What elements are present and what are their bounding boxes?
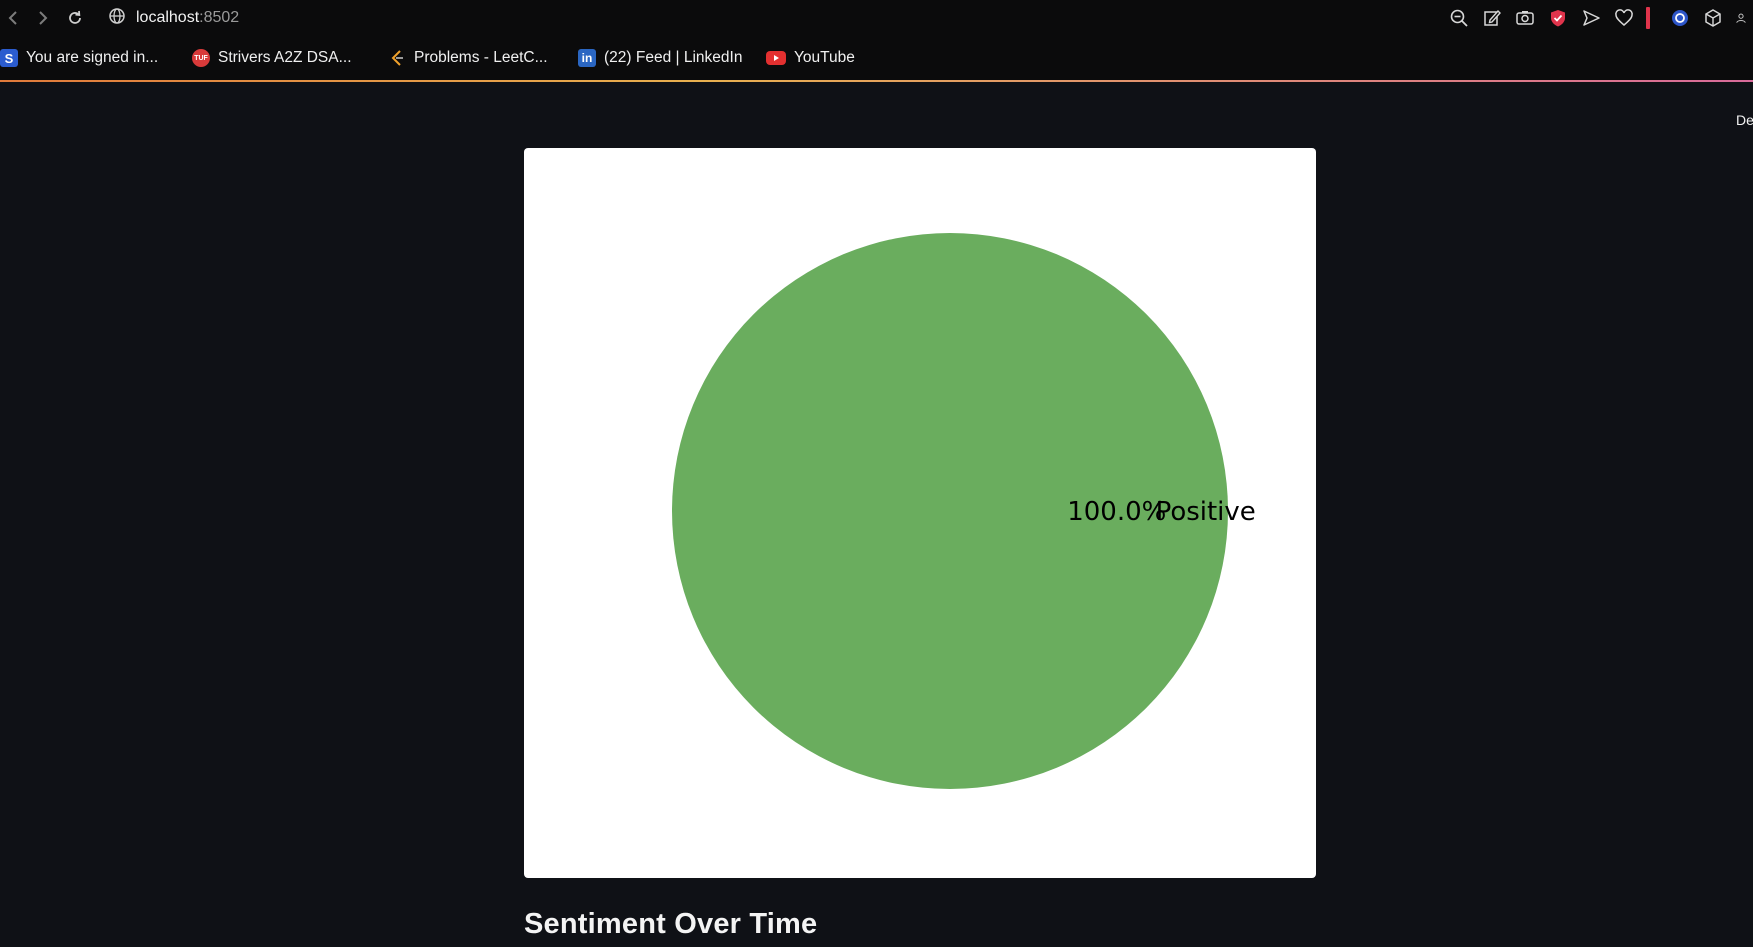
bookmark-linkedin[interactable]: in (22) Feed | LinkedIn (578, 46, 742, 70)
globe-icon (108, 7, 126, 30)
bookmarks-bar: S You are signed in... TUF Strivers A2Z … (0, 36, 1753, 82)
url-host: localhost (136, 9, 200, 26)
bookmark-label: Problems - LeetC... (414, 49, 548, 66)
bookmark-label: (22) Feed | LinkedIn (604, 49, 743, 66)
extension-icon[interactable] (1669, 7, 1691, 29)
section-title: Sentiment Over Time (524, 908, 818, 940)
edit-icon[interactable] (1481, 7, 1503, 29)
browser-toolbar: localhost:8502 (0, 0, 1753, 36)
s-icon: S (0, 49, 18, 67)
bookmark-leetcode[interactable]: Problems - LeetC... (388, 46, 548, 70)
bookmark-label: You are signed in... (26, 49, 159, 66)
heart-icon[interactable] (1613, 7, 1635, 29)
pie-percent-label: 100.0% (1067, 497, 1166, 527)
pie-slice-positive (672, 233, 1228, 789)
bookmark-strivers[interactable]: TUF Strivers A2Z DSA... (192, 46, 352, 70)
url-port: :8502 (199, 9, 240, 26)
shield-icon[interactable] (1547, 7, 1569, 29)
profile-icon[interactable] (1735, 7, 1747, 29)
camera-icon[interactable] (1514, 7, 1536, 29)
linkedin-icon: in (578, 49, 596, 67)
reload-icon[interactable] (64, 7, 86, 29)
bookmark-label: Strivers A2Z DSA... (218, 49, 352, 66)
accent-divider (1646, 7, 1650, 29)
bookmark-label: YouTube (794, 49, 855, 66)
pie-chart-card: Positive 100.0% (524, 148, 1316, 878)
browser-extension-icons (1448, 6, 1753, 30)
forward-icon[interactable] (32, 7, 54, 29)
youtube-icon (766, 51, 786, 65)
bookmark-signed-in[interactable]: S You are signed in... (0, 46, 158, 70)
send-icon[interactable] (1580, 7, 1602, 29)
address-bar[interactable]: localhost:8502 (108, 7, 239, 29)
cube-icon[interactable] (1702, 7, 1724, 29)
zoom-out-icon[interactable] (1448, 7, 1470, 29)
back-icon[interactable] (2, 7, 24, 29)
tuf-icon: TUF (192, 49, 210, 67)
pie-slice-label: Positive (1156, 497, 1256, 527)
cut-off-menu-text[interactable]: De (1736, 112, 1753, 128)
leetcode-icon (388, 49, 406, 67)
bookmark-youtube[interactable]: YouTube (766, 46, 855, 70)
